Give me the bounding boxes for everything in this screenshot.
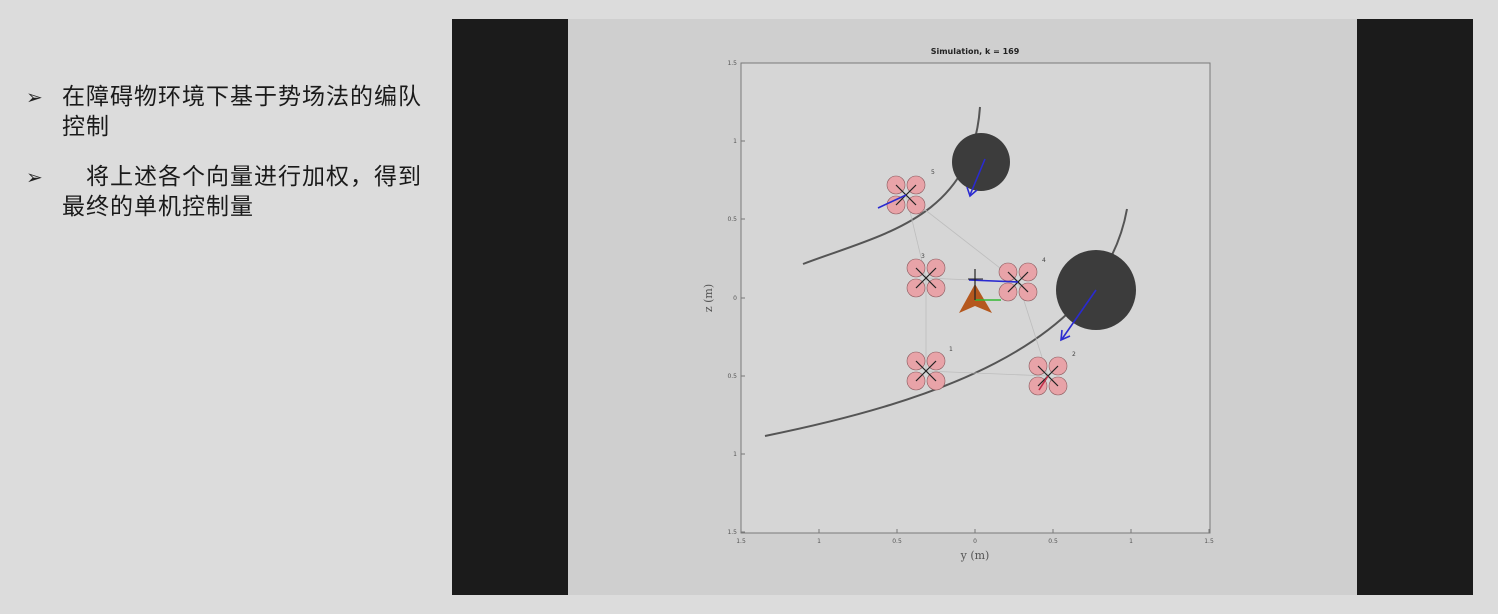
bullet-text: 在障碍物环境下基于势场法的编队控制 (62, 84, 422, 140)
plot-title: Simulation, k = 169 (931, 47, 1020, 56)
x-tick-label: 1 (817, 538, 821, 545)
drone-label: 1 (949, 346, 953, 353)
x-tick-label: 0.5 (892, 538, 902, 545)
x-tick-label: 1 (1129, 538, 1133, 545)
y-axis: 1.5 1 0.5 0 0.5 1 1.5 z (m) (702, 60, 745, 536)
x-axis: 1.5 1 0.5 0 0.5 1 1.5 y (m) (736, 529, 1214, 562)
simulation-figure: Simulation, k = 169 1.5 1 0.5 0 0.5 1 1.… (702, 47, 1214, 562)
video-letterbox-left (452, 19, 568, 595)
x-axis-label: y (m) (960, 549, 990, 562)
y-tick-label: 1.5 (727, 529, 737, 536)
drone-label: 5 (931, 169, 935, 176)
y-tick-label: 0.5 (727, 373, 737, 380)
x-tick-label: 0 (973, 538, 977, 545)
bullet-text: 将上述各个向量进行加权，得到最终的单机控制量 (62, 164, 422, 220)
bullet-item: ➢ 在障碍物环境下基于势场法的编队控制 (26, 82, 436, 142)
video-letterbox-right (1357, 19, 1473, 595)
drone-label: 4 (1042, 257, 1046, 264)
drone-label: 3 (921, 253, 925, 260)
y-tick-label: 1 (733, 451, 737, 458)
drone-5 (886, 175, 926, 215)
leader-marker (959, 269, 1001, 313)
drone-2 (1028, 356, 1068, 396)
y-tick-label: 0.5 (727, 216, 737, 223)
drone-3 (906, 258, 946, 298)
bullet-arrow-icon: ➢ (26, 165, 43, 189)
x-tick-label: 0.5 (1048, 538, 1058, 545)
x-tick-label: 1.5 (1204, 538, 1214, 545)
obstacle-small (952, 133, 1010, 191)
y-tick-label: 1.5 (727, 60, 737, 67)
simulation-video[interactable]: Simulation, k = 169 1.5 1 0.5 0 0.5 1 1.… (452, 19, 1473, 595)
velocity-arrows (877, 158, 1097, 391)
y-axis-label: z (m) (702, 284, 715, 312)
y-tick-label: 1 (733, 138, 737, 145)
bullet-list: ➢ 在障碍物环境下基于势场法的编队控制 ➢ 将上述各个向量进行加权，得到最终的单… (26, 82, 436, 242)
drone-1 (906, 351, 946, 391)
bullet-arrow-icon: ➢ (26, 85, 43, 109)
y-tick-label: 0 (733, 295, 737, 302)
drone-label: 2 (1072, 351, 1076, 358)
bullet-item: ➢ 将上述各个向量进行加权，得到最终的单机控制量 (26, 162, 436, 222)
x-tick-label: 1.5 (736, 538, 746, 545)
